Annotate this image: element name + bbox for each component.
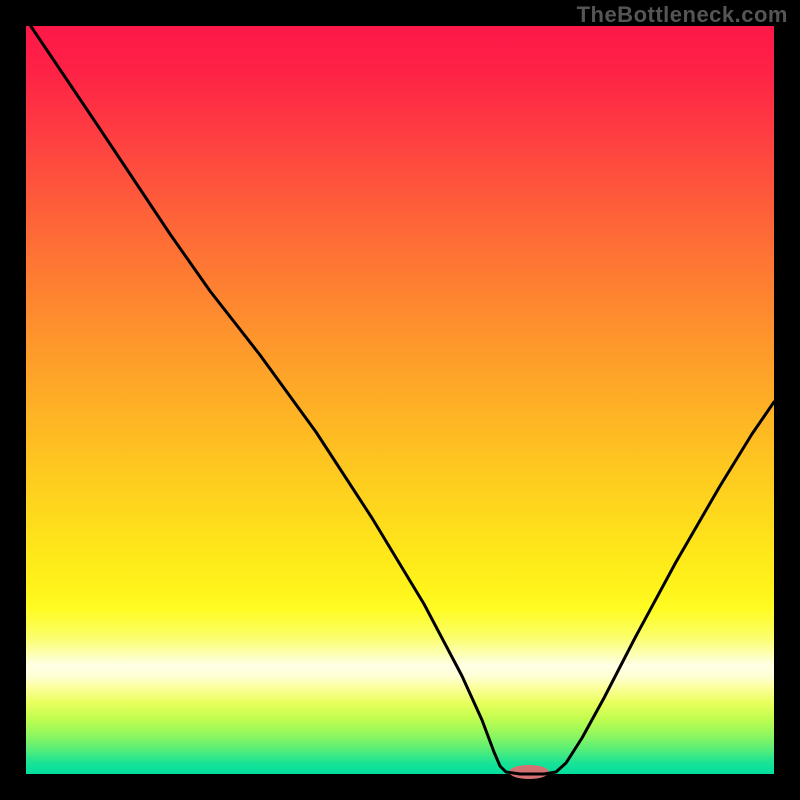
plot-area-bg bbox=[26, 26, 774, 774]
watermark-label: TheBottleneck.com bbox=[577, 2, 788, 28]
bottleneck-chart bbox=[0, 0, 800, 800]
chart-viewport: TheBottleneck.com bbox=[0, 0, 800, 800]
